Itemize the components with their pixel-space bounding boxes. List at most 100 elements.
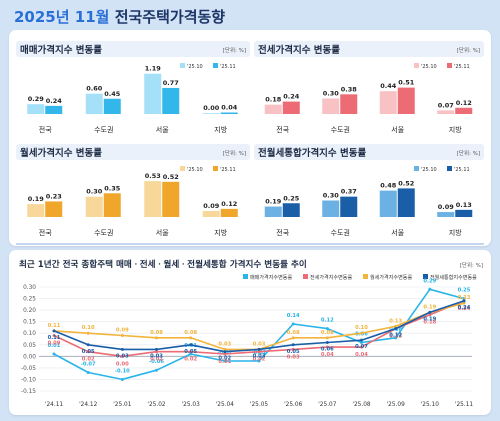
trend-label-3-9: 0.07 (355, 344, 368, 350)
sale-value-1-1: 0.45 (104, 90, 121, 98)
panel-separator (16, 243, 484, 245)
trend-label-1-5: 0.01 (218, 359, 231, 365)
trend-point-2-12 (462, 301, 466, 305)
trend-point-1-5 (223, 352, 227, 356)
wolse-legend-label-0: '25.10 (187, 167, 203, 173)
trend-xtick-9: '25.08 (352, 402, 371, 408)
trend-label-3-10: 0.12 (389, 333, 402, 339)
jeonse-bar-2-0 (379, 91, 397, 114)
trend-point-3-12 (462, 299, 466, 303)
sale-value-2-0: 1.19 (145, 65, 162, 73)
trend-point-2-9 (360, 331, 363, 335)
combined-category-2: 서울 (391, 228, 404, 237)
trend-xtick-2: '25.01 (113, 402, 132, 408)
combined-unit: [단위: %] (457, 149, 480, 157)
trend-xtick-8: '25.07 (318, 402, 337, 408)
title-date: 2025년 11월 (14, 8, 110, 26)
jeonse-title-strip (254, 41, 484, 57)
sale-bar-1-1 (103, 98, 121, 114)
sale-value-3-0: 0.00 (203, 104, 220, 112)
trend-label-0-3: -0.06 (149, 359, 164, 365)
trend-label-0-7: 0.14 (287, 313, 300, 319)
trend-label-2-3: 0.08 (150, 330, 163, 336)
trend-label-0-12: 0.25 (458, 288, 471, 294)
wolse-category-1: 수도권 (94, 229, 113, 237)
trend-legend-swatch-1 (303, 274, 308, 279)
combined-bar-2-0 (379, 190, 397, 217)
trend-label-2-4: 0.08 (184, 330, 197, 336)
trend-label-1-4: 0.02 (184, 357, 197, 363)
combined-bar-1-0 (322, 200, 340, 217)
combined-legend-swatch-1 (447, 166, 452, 171)
trend-ytick-9: -0.15 (21, 389, 36, 395)
jeonse-bar-3-1 (455, 107, 473, 114)
trend-point-0-10 (394, 336, 398, 340)
sale-bar-chart: 매매가격지수 변동률 [단위: %] '25.10 '25.11 0.29 0.24 전국 0… (16, 41, 250, 134)
wolse-bar-chart: 월세가격지수 변동률 [단위: %] '25.10 '25.11 0.19 0.23 전국 0… (16, 144, 250, 237)
trend-label-3-5: 0.02 (218, 356, 231, 362)
trend-point-1-4 (189, 350, 193, 354)
trend-label-0-1: -0.07 (81, 362, 96, 368)
combined-value-1-1: 0.37 (341, 188, 357, 196)
trend-label-3-8: 0.06 (321, 346, 334, 352)
trend-xtick-3: '25.02 (147, 402, 166, 408)
jeonse-value-1-1: 0.38 (341, 85, 358, 93)
jeonse-bar-1-0 (322, 98, 340, 114)
trend-point-0-6 (257, 359, 261, 363)
trend-label-3-12: 0.24 (458, 305, 471, 311)
wolse-bar-2-0 (144, 181, 162, 217)
trend-label-1-0: 0.09 (48, 341, 61, 347)
combined-category-3: 지방 (449, 228, 462, 237)
trend-label-1-9: 0.04 (355, 352, 368, 358)
sale-title: 매매가격지수 변동률 (20, 44, 102, 56)
trend-point-2-5 (223, 347, 227, 351)
trend-point-0-11 (428, 287, 432, 291)
sale-legend-swatch-0 (180, 63, 185, 68)
jeonse-legend-label-0: '25.10 (421, 64, 437, 70)
trend-point-3-0 (52, 329, 56, 333)
trend-label-2-10: 0.13 (389, 318, 402, 324)
sale-value-2-1: 0.77 (163, 79, 179, 87)
combined-legend-swatch-0 (414, 166, 419, 171)
trend-point-3-6 (257, 347, 261, 351)
wolse-value-3-0: 0.09 (203, 202, 220, 210)
jeonse-value-2-1: 0.51 (398, 79, 415, 87)
jeonse-legend-swatch-0 (414, 63, 419, 68)
trend-label-1-10: 0.12 (389, 334, 402, 340)
trend-label-1-11: 0.18 (423, 320, 436, 326)
wolse-category-3: 지방 (214, 228, 227, 237)
trend-point-2-3 (155, 336, 158, 340)
combined-bar-0-1 (282, 203, 300, 217)
trend-label-0-0: 0.01 (48, 343, 61, 349)
trend-label-1-3: 0.02 (150, 357, 163, 363)
trend-point-1-9 (360, 345, 363, 349)
trend-xtick-6: '25.05 (250, 402, 269, 408)
trend-label-2-2: 0.09 (116, 328, 129, 334)
trend-label-1-8: 0.04 (321, 352, 334, 358)
wolse-legend-swatch-1 (213, 166, 218, 171)
sale-legend-label-0: '25.10 (187, 64, 203, 70)
trend-xtick-1: '24.12 (79, 402, 98, 408)
trend-label-2-1: 0.10 (82, 325, 95, 331)
jeonse-value-2-0: 0.44 (380, 82, 397, 90)
trend-point-0-7 (291, 322, 295, 326)
sale-value-1-0: 0.60 (86, 85, 103, 93)
trend-point-3-10 (394, 327, 398, 331)
trend-label-1-6: 0.02 (253, 357, 266, 363)
jeonse-bar-3-0 (437, 110, 455, 114)
combined-legend-label-0: '25.10 (421, 167, 437, 173)
sale-unit: [단위: %] (223, 46, 246, 54)
trend-xtick-5: '25.04 (216, 402, 235, 408)
combined-bar-3-1 (455, 209, 473, 217)
wolse-bar-0-0 (27, 204, 45, 217)
combined-title-strip (254, 144, 484, 160)
trend-ytick-1: 0.25 (23, 297, 36, 303)
trend-ytick-4: 0.10 (23, 331, 36, 337)
trend-point-3-3 (155, 347, 158, 351)
jeonse-bar-0-0 (264, 104, 282, 114)
wolse-value-1-0: 0.30 (86, 188, 103, 196)
trend-label-2-5: 0.03 (218, 341, 231, 347)
trend-xtick-0: '24.11 (45, 402, 64, 408)
trend-point-0-2 (120, 377, 124, 381)
trend-label-1-1: 0.02 (82, 357, 95, 363)
